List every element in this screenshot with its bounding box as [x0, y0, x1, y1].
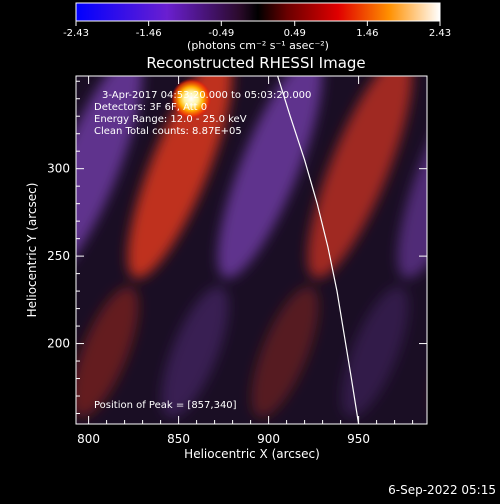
- colorbar-tick-label: -1.46: [136, 28, 162, 39]
- colorbar-unit-label: (photons cm⁻² s⁻¹ asec⁻²): [187, 39, 329, 52]
- y-tick-label: 200: [47, 337, 70, 351]
- fringe-lobe: [341, 286, 409, 418]
- fringe-band: [76, 76, 143, 279]
- timestamp: 6-Sep-2022 05:15: [388, 483, 496, 497]
- axis-ticks: 800 850 900 950 200 250 300: [47, 76, 427, 446]
- x-axis-label: Heliocentric X (arcsec): [184, 447, 320, 461]
- colorbar-ticks: -2.43 -1.46 -0.49 0.49 1.46 2.43: [63, 21, 451, 39]
- peak-source: [171, 78, 212, 119]
- fringe-lobe: [161, 286, 229, 418]
- annotation-clean-counts: Clean Total counts: 8.87E+05: [94, 126, 242, 137]
- colorbar-tick-label: -2.43: [63, 28, 89, 39]
- y-axis-label: Heliocentric Y (arcsec): [25, 183, 39, 318]
- fringe-lobe: [217, 76, 323, 279]
- x-tick-label: 800: [77, 432, 100, 446]
- annotation-detectors: Detectors: 3F 6F, Att 0: [94, 102, 207, 113]
- x-tick-label: 950: [347, 432, 370, 446]
- colorbar-tick-label: 1.46: [356, 28, 378, 39]
- fringe-band: [251, 76, 413, 418]
- colorbar-tick-label: 2.43: [429, 28, 451, 39]
- annotation-time-range: 3-Apr-2017 04:53:20.000 to 05:03:20.000: [102, 90, 311, 101]
- y-tick-label: 250: [47, 249, 70, 263]
- annotation-block: 3-Apr-2017 04:53:20.000 to 05:03:20.000 …: [94, 90, 311, 411]
- fringe-lobe: [251, 286, 319, 418]
- y-tick-label: 300: [47, 162, 70, 176]
- colorbar: -2.43 -1.46 -0.49 0.49 1.46 2.43 (photons cm⁻…: [63, 2, 451, 52]
- solar-limb-line: [277, 76, 360, 424]
- fringe-band: [161, 76, 323, 418]
- chart-title: Reconstructed RHESSI Image: [146, 54, 365, 72]
- x-tick-label: 900: [257, 432, 280, 446]
- plot-frame: [75, 75, 428, 425]
- fringe-band: [341, 76, 427, 418]
- annotation-peak-position: Position of Peak = [857,340]: [94, 400, 237, 411]
- x-tick-label: 850: [167, 432, 190, 446]
- fringe-lobe: [468, 44, 500, 288]
- colorbar-tick-label: 0.49: [284, 28, 306, 39]
- fringe-lobe: [307, 76, 413, 279]
- fringe-lobe: [418, 279, 500, 426]
- colorbar-tick-label: -0.49: [208, 28, 234, 39]
- plot-area: 800 850 900 950 200 250 300: [47, 44, 500, 446]
- fringe-lobe: [397, 76, 427, 279]
- annotation-energy-range: Energy Range: 12.0 - 25.0 keV: [94, 114, 247, 125]
- fringe-lobe: [76, 76, 143, 279]
- fringe-lobe: [76, 286, 139, 418]
- colorbar-gradient: [75, 2, 441, 22]
